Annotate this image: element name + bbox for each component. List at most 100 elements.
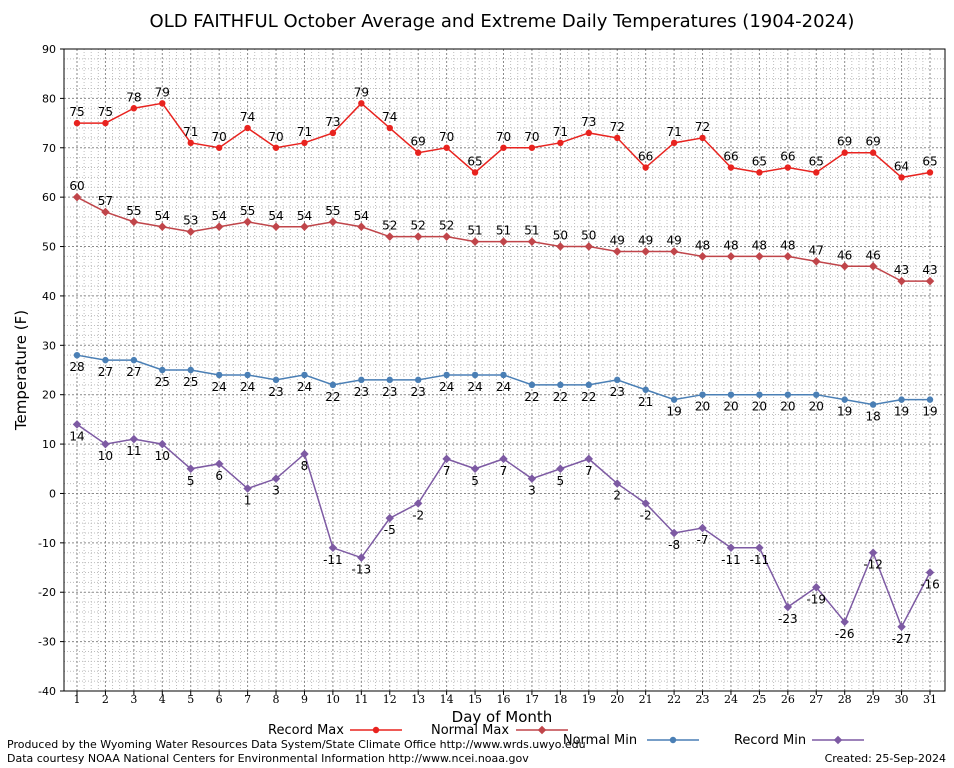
- data-label: 22: [524, 390, 539, 404]
- data-label: 66: [638, 150, 653, 164]
- data-label: -19: [806, 592, 826, 606]
- data-point: [385, 232, 395, 241]
- data-point: [415, 149, 422, 156]
- data-label: -11: [323, 553, 343, 567]
- x-tick-label: 31: [923, 693, 937, 706]
- data-point: [670, 396, 678, 403]
- data-point: [641, 247, 650, 256]
- data-label: 65: [922, 154, 937, 168]
- data-label: 71: [297, 125, 312, 139]
- data-label: 72: [610, 120, 625, 134]
- data-label: 54: [212, 209, 227, 223]
- data-point: [614, 134, 621, 142]
- data-point: [500, 371, 507, 379]
- x-tick-label: 10: [326, 693, 340, 706]
- x-tick-label: 29: [866, 693, 880, 706]
- data-point: [869, 149, 877, 156]
- x-tick-label: 15: [468, 693, 482, 706]
- data-label: 48: [723, 238, 738, 252]
- data-label: 43: [922, 263, 937, 277]
- data-label: -8: [668, 538, 680, 552]
- data-point: [244, 371, 251, 379]
- data-point: [642, 386, 649, 393]
- data-label: 74: [240, 110, 255, 124]
- data-label: 21: [638, 395, 653, 409]
- data-label: 19: [837, 405, 852, 419]
- x-tick-label: 26: [781, 693, 795, 706]
- footer-created: Created: 25-Sep-2024: [824, 752, 946, 765]
- data-point: [756, 391, 763, 398]
- data-label: 8: [301, 459, 309, 473]
- data-label: 19: [894, 405, 909, 419]
- data-point: [271, 222, 281, 232]
- x-tick-label: 2: [102, 693, 109, 706]
- data-point: [499, 454, 508, 464]
- data-label: 23: [268, 385, 283, 399]
- x-tick-label: 21: [639, 693, 653, 706]
- data-point: [527, 474, 537, 483]
- data-label: 54: [268, 209, 283, 223]
- data-point: [358, 376, 365, 384]
- data-point: [102, 119, 109, 127]
- data-label: 25: [155, 375, 170, 389]
- data-label: 19: [922, 405, 937, 419]
- x-tick-label: 4: [159, 693, 166, 706]
- data-point: [612, 247, 622, 256]
- series-normal-min: 28 27 27 25 25 24 24 23 24 22 23 23 23 24 24 24 22 22 22 23…: [69, 351, 938, 424]
- data-label: 71: [666, 125, 681, 139]
- data-label: 7: [500, 464, 508, 478]
- data-label: 46: [865, 248, 880, 262]
- legend-marker: [833, 735, 843, 745]
- data-label: 71: [183, 125, 198, 139]
- data-label: 50: [581, 229, 596, 243]
- data-label: 57: [98, 194, 113, 208]
- x-tick-label: 24: [724, 693, 738, 706]
- data-label: 51: [467, 224, 482, 238]
- data-label: 7: [443, 464, 451, 478]
- data-point: [869, 401, 877, 408]
- data-point: [158, 439, 167, 449]
- x-tick-label: 14: [440, 693, 454, 706]
- data-label: 70: [212, 130, 227, 144]
- data-point: [214, 459, 224, 469]
- data-point: [699, 134, 706, 142]
- data-point: [215, 144, 223, 151]
- data-label: 55: [240, 204, 255, 218]
- data-label: 20: [780, 400, 795, 414]
- x-tick-label: 22: [667, 693, 681, 706]
- data-point: [413, 232, 423, 241]
- plot-frame: [63, 48, 946, 692]
- x-tick-label: 23: [696, 693, 710, 706]
- data-label: 22: [553, 390, 568, 404]
- data-label: 24: [212, 380, 227, 394]
- x-tick-label: 3: [130, 693, 137, 706]
- data-label: 65: [809, 154, 824, 168]
- data-label: -2: [640, 508, 652, 522]
- data-point: [868, 262, 878, 271]
- data-label: 73: [581, 115, 596, 129]
- data-label: 51: [524, 224, 539, 238]
- data-label: 7: [585, 464, 593, 478]
- data-point: [499, 237, 508, 246]
- y-tick-label: -20: [38, 586, 56, 599]
- data-point: [755, 543, 764, 553]
- data-point: [272, 144, 280, 151]
- data-point: [783, 252, 793, 261]
- data-label: 1: [244, 494, 252, 508]
- legend-label: Normal Min: [563, 733, 637, 748]
- data-point: [328, 543, 338, 553]
- data-point: [557, 381, 564, 389]
- y-tick-label: 20: [42, 389, 56, 402]
- data-label: 3: [528, 484, 536, 498]
- data-label: 49: [610, 233, 625, 247]
- data-label: 79: [155, 85, 170, 99]
- legend-item: Normal Max: [431, 723, 568, 738]
- x-tick-label: 16: [497, 693, 511, 706]
- data-point: [102, 356, 109, 364]
- data-label: 18: [865, 410, 880, 424]
- data-label: 64: [894, 159, 909, 173]
- data-point: [527, 237, 537, 246]
- data-point: [897, 276, 906, 286]
